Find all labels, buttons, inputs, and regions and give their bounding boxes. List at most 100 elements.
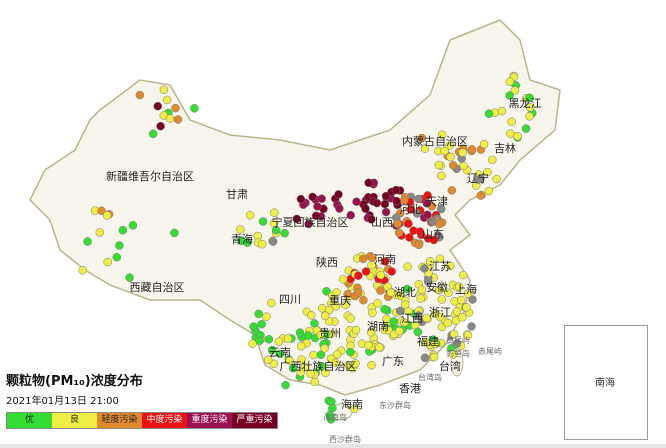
station-marker[interactable] — [404, 219, 413, 228]
station-marker[interactable] — [338, 275, 348, 284]
station-marker[interactable] — [391, 185, 401, 195]
station-marker[interactable] — [317, 362, 327, 371]
station-marker[interactable] — [474, 175, 483, 184]
station-marker[interactable] — [446, 152, 455, 162]
station-marker[interactable] — [375, 343, 384, 352]
station-marker[interactable] — [467, 145, 477, 154]
station-marker[interactable] — [497, 106, 507, 116]
station-marker[interactable] — [300, 362, 309, 372]
station-marker[interactable] — [267, 298, 276, 308]
station-marker[interactable] — [263, 355, 273, 365]
station-marker[interactable] — [484, 109, 494, 118]
station-marker[interactable] — [452, 339, 462, 348]
station-marker[interactable] — [447, 186, 457, 195]
station-marker[interactable] — [507, 117, 516, 127]
station-marker[interactable] — [368, 253, 377, 263]
station-marker[interactable] — [422, 313, 431, 323]
station-marker[interactable] — [403, 262, 412, 271]
station-marker[interactable] — [367, 215, 376, 224]
station-marker[interactable] — [236, 225, 245, 234]
station-marker[interactable] — [249, 322, 258, 331]
station-marker[interactable] — [281, 380, 290, 390]
station-marker[interactable] — [245, 210, 255, 220]
station-marker[interactable] — [395, 326, 404, 336]
station-marker[interactable] — [443, 318, 452, 328]
station-marker[interactable] — [128, 221, 138, 230]
station-marker[interactable] — [320, 344, 329, 353]
station-marker[interactable] — [346, 210, 355, 220]
station-marker[interactable] — [274, 337, 284, 346]
station-marker[interactable] — [381, 207, 391, 217]
station-marker[interactable] — [255, 336, 264, 345]
station-marker[interactable] — [156, 121, 165, 131]
station-marker[interactable] — [78, 266, 87, 275]
station-marker[interactable] — [414, 194, 423, 204]
station-marker[interactable] — [423, 210, 432, 220]
station-marker[interactable] — [423, 191, 432, 200]
station-marker[interactable] — [135, 90, 145, 100]
station-marker[interactable] — [309, 350, 318, 360]
station-marker[interactable] — [449, 161, 458, 170]
station-marker[interactable] — [454, 282, 464, 291]
station-marker[interactable] — [313, 202, 322, 211]
station-marker[interactable] — [394, 228, 404, 237]
station-marker[interactable] — [467, 322, 476, 331]
station-marker[interactable] — [404, 307, 413, 316]
station-marker[interactable] — [380, 199, 390, 209]
station-marker[interactable] — [387, 267, 396, 276]
station-marker[interactable] — [525, 93, 534, 103]
station-marker[interactable] — [513, 131, 522, 141]
station-marker[interactable] — [505, 91, 514, 100]
station-marker[interactable] — [364, 178, 373, 188]
station-marker[interactable] — [425, 257, 435, 266]
station-marker[interactable] — [484, 186, 494, 196]
station-marker[interactable] — [367, 360, 376, 370]
station-marker[interactable] — [373, 299, 382, 308]
station-marker[interactable] — [331, 302, 341, 311]
station-marker[interactable] — [103, 257, 112, 267]
station-marker[interactable] — [295, 328, 305, 337]
station-marker[interactable] — [346, 314, 355, 323]
station-marker[interactable] — [435, 254, 445, 264]
station-marker[interactable] — [334, 190, 343, 199]
station-marker[interactable] — [525, 112, 534, 121]
station-marker[interactable] — [190, 104, 199, 113]
station-marker[interactable] — [521, 124, 531, 133]
station-marker[interactable] — [332, 350, 342, 359]
station-marker[interactable] — [322, 287, 331, 296]
station-marker[interactable] — [292, 214, 302, 224]
station-marker[interactable] — [328, 403, 337, 413]
station-marker[interactable] — [437, 295, 447, 304]
station-marker[interactable] — [429, 235, 439, 245]
station-marker[interactable] — [257, 319, 266, 329]
station-marker[interactable] — [267, 345, 277, 355]
station-marker[interactable] — [389, 317, 398, 326]
station-marker[interactable] — [264, 335, 274, 344]
station-marker[interactable] — [118, 225, 128, 235]
station-marker[interactable] — [358, 254, 368, 264]
station-marker[interactable] — [506, 129, 515, 138]
station-marker[interactable] — [125, 273, 134, 282]
station-marker[interactable] — [445, 141, 454, 150]
station-marker[interactable] — [317, 194, 326, 203]
station-marker[interactable] — [303, 331, 313, 340]
station-marker[interactable] — [416, 294, 425, 303]
station-marker[interactable] — [434, 285, 444, 294]
station-marker[interactable] — [275, 349, 285, 359]
station-marker[interactable] — [420, 264, 429, 273]
station-marker[interactable] — [458, 270, 468, 280]
station-marker[interactable] — [452, 307, 462, 316]
station-marker[interactable] — [97, 206, 106, 216]
station-marker[interactable] — [341, 300, 350, 310]
station-marker[interactable] — [415, 227, 425, 236]
station-marker[interactable] — [351, 359, 360, 368]
station-marker[interactable] — [458, 313, 467, 322]
station-marker[interactable] — [479, 139, 489, 149]
station-marker[interactable] — [271, 225, 281, 235]
station-marker[interactable] — [288, 363, 298, 373]
station-marker[interactable] — [440, 146, 449, 156]
station-marker[interactable] — [308, 192, 317, 202]
station-marker[interactable] — [346, 347, 355, 357]
station-marker[interactable] — [335, 204, 344, 213]
station-marker[interactable] — [268, 237, 278, 246]
